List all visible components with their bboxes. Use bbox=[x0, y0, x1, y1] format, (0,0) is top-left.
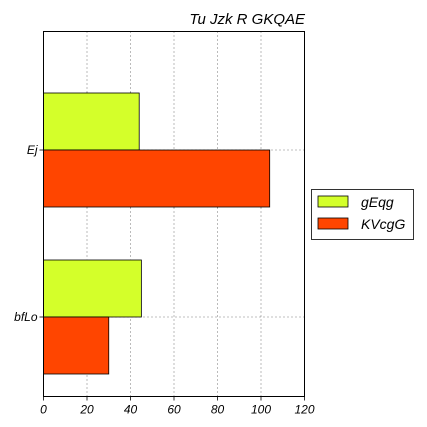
bar-KVcgG-bfLo bbox=[43, 316, 110, 375]
axes: 0 20 40 60 80 100 120 Ej bfLo bbox=[14, 143, 315, 417]
bars bbox=[43, 92, 271, 375]
bar-gEqg-Ej bbox=[43, 92, 140, 151]
legend-swatch-gEqg bbox=[317, 195, 349, 208]
x-tick-label: 0 bbox=[40, 403, 47, 417]
legend-swatch-KVcgG bbox=[317, 217, 349, 230]
y-tick-label: Ej bbox=[27, 143, 38, 157]
bar-gEqg-bfLo bbox=[43, 259, 142, 318]
bar-KVcgG-Ej bbox=[43, 149, 271, 208]
legend-label-gEqg: gEqg bbox=[361, 194, 394, 210]
legend: gEqg KVcgG bbox=[311, 189, 414, 240]
x-tick-label: 40 bbox=[124, 403, 138, 417]
y-tick-label: bfLo bbox=[14, 310, 38, 324]
x-tick-label: 80 bbox=[211, 403, 225, 417]
chart-title: Tu Jzk R GKQAE bbox=[189, 11, 306, 28]
x-tick-label: 60 bbox=[167, 403, 181, 417]
legend-label-KVcgG: KVcgG bbox=[361, 216, 405, 232]
x-tick-label: 100 bbox=[251, 403, 271, 417]
x-tick-label: 20 bbox=[79, 403, 94, 417]
x-tick-label: 120 bbox=[294, 403, 314, 417]
